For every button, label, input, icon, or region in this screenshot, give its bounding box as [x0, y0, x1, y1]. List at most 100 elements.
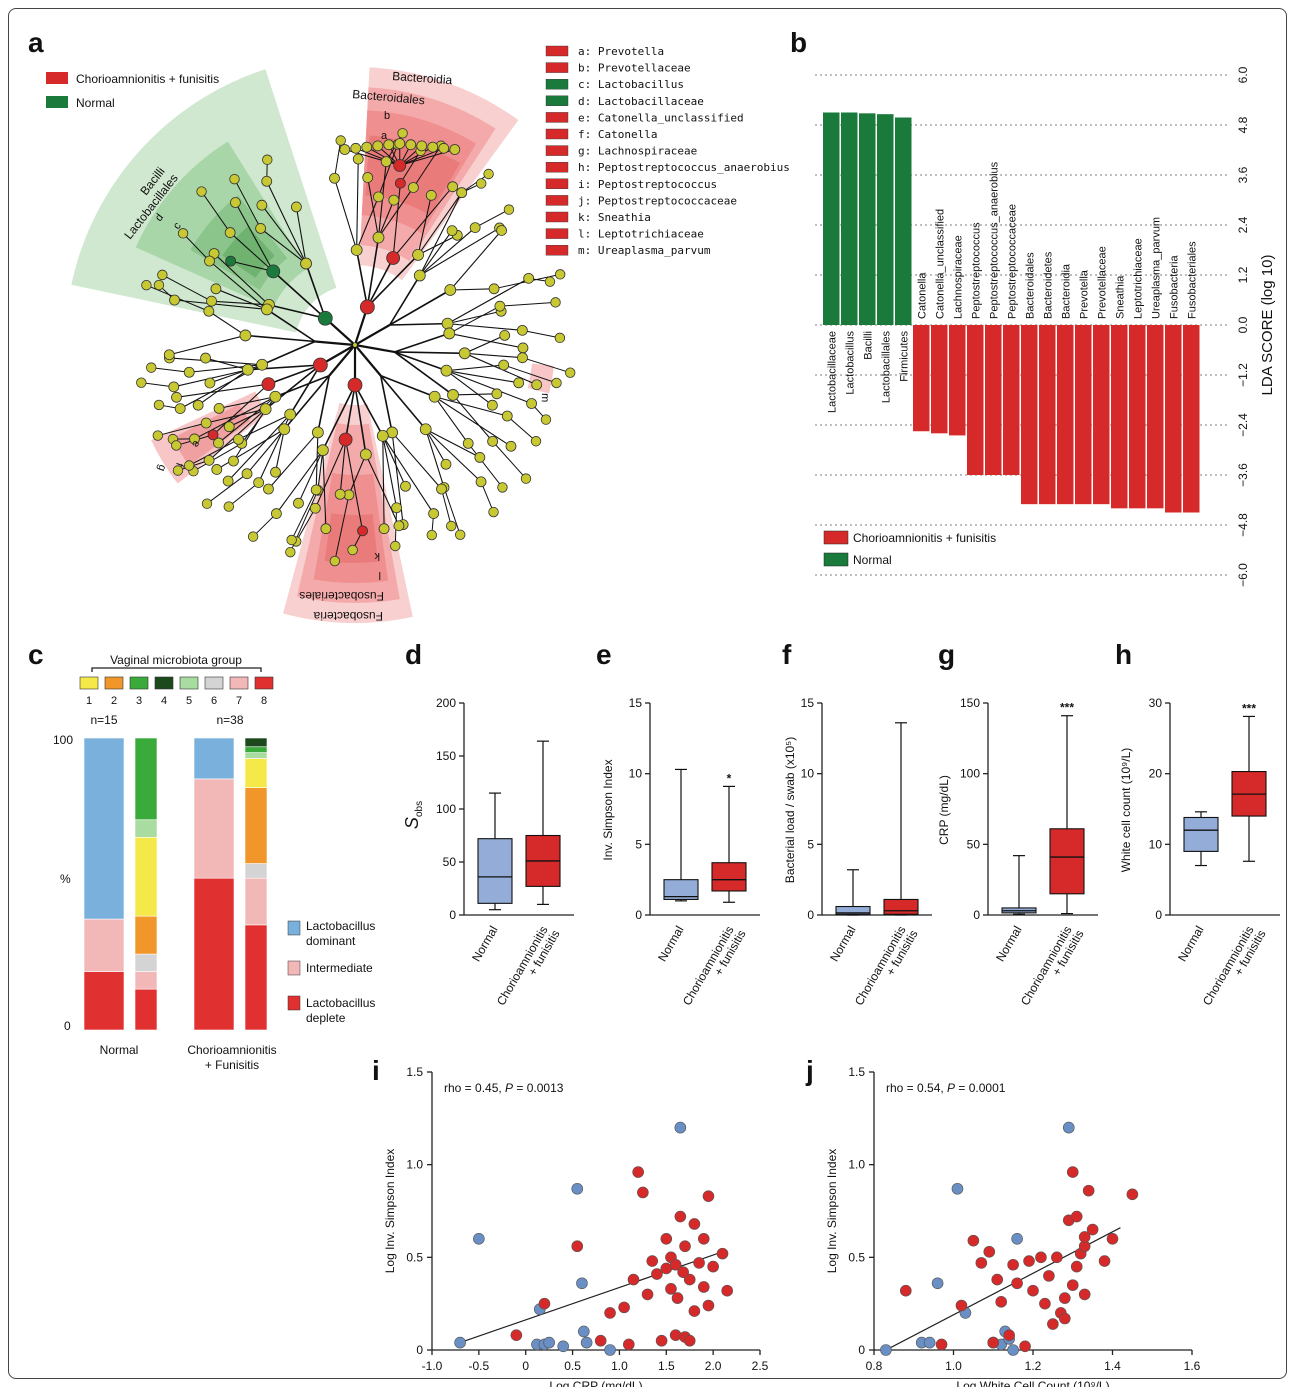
key-label: b: Prevotellaceae — [578, 62, 691, 75]
highlight-node — [267, 265, 280, 278]
stat-annotation: rho = 0.45, P = 0.0013 — [444, 1081, 564, 1095]
x-tick-label: -1.0 — [422, 1359, 443, 1373]
stacked-segment — [84, 738, 124, 919]
tree-leaf — [448, 182, 458, 192]
lda-category-label: Peptostreptococcus — [970, 222, 982, 319]
scatter-point — [1008, 1259, 1019, 1270]
tree-edge — [245, 335, 315, 341]
tree-leaf — [470, 223, 480, 233]
group-swatch — [105, 677, 123, 689]
scatter-point — [1067, 1280, 1078, 1291]
tree-node — [257, 359, 268, 370]
box — [1050, 829, 1084, 894]
tree-leaf — [228, 456, 238, 466]
scatter-point — [1012, 1233, 1023, 1244]
tree-leaf — [153, 431, 163, 441]
key-label: i: Peptostreptococcus — [578, 178, 717, 191]
tree-edge — [169, 335, 245, 354]
tree-node — [429, 391, 440, 402]
significance-marker: *** — [1060, 701, 1074, 715]
group-number: 5 — [186, 695, 192, 707]
key-label: d: Lactobacillaceae — [578, 95, 704, 108]
lda-ytick-label: −4.8 — [1236, 513, 1250, 537]
key-label: c: Lactobacillus — [578, 78, 684, 91]
tree-leaf — [373, 141, 383, 151]
scatter-point — [952, 1183, 963, 1194]
lda-bar — [985, 325, 1002, 475]
tree-leaf — [489, 284, 499, 294]
lda-bar — [1147, 325, 1164, 508]
lda-ytick-label: −2.4 — [1236, 413, 1250, 437]
lda-ytick-label: −3.6 — [1236, 463, 1250, 487]
tree-leaf — [417, 141, 427, 151]
tree-leaf — [498, 483, 508, 493]
scatter-point — [665, 1283, 676, 1294]
tree-leaf — [242, 469, 252, 479]
clade-letter-b: b — [384, 110, 390, 122]
key-label: h: Peptostreptococcus_anaerobius — [578, 161, 790, 174]
highlight-node — [394, 159, 406, 171]
scatter-point — [900, 1285, 911, 1296]
x-axis-label: Log White Cell Count (10⁹/L) — [956, 1379, 1109, 1387]
lda-ytick-labels: −6.0−4.8−3.6−2.4−1.20.01.22.43.64.86.0 — [1236, 66, 1250, 587]
scatter-point — [511, 1330, 522, 1341]
c-ytick-100: 100 — [53, 733, 73, 747]
group-number: 4 — [161, 695, 167, 707]
tree-leaf — [381, 157, 391, 167]
scatter-point — [544, 1337, 555, 1348]
x-tick-label: 1.0 — [945, 1359, 962, 1373]
sector-ureaplasma — [528, 364, 554, 394]
lda-bar — [877, 114, 894, 325]
x-tick-label: 1.2 — [1025, 1359, 1042, 1373]
group-bracket — [92, 668, 261, 672]
scatter-point — [708, 1261, 719, 1272]
lda-bar — [895, 118, 912, 326]
tree-node — [420, 424, 431, 435]
highlight-node — [262, 378, 275, 391]
lda-bar — [1165, 325, 1182, 513]
lda-chart: Lactobacillaceae Lactobacillus Bacilli Lact… — [815, 66, 1276, 587]
lda-category-label: Bacteroidales — [1024, 252, 1036, 319]
scatter-point — [880, 1345, 891, 1356]
tree-edge — [448, 278, 529, 323]
tree-leaf — [379, 524, 389, 534]
tree-edge — [522, 330, 560, 337]
lda-legend-swatch-chorio — [824, 531, 848, 544]
tree-leaf — [495, 301, 505, 311]
lda-category-label: Catonella_unclassified — [934, 209, 946, 319]
tree-leaf — [172, 392, 182, 402]
tree-leaf — [545, 277, 555, 287]
lda-ytick-label: −6.0 — [1236, 563, 1250, 587]
scatter-point — [936, 1339, 947, 1350]
clade-label-fusobacteriales: Fusobacteriales — [299, 589, 384, 603]
group-swatches: 12345678 — [80, 677, 273, 707]
tree-leaf — [446, 521, 456, 531]
tree-root — [353, 343, 357, 347]
group-segment — [135, 954, 157, 972]
lda-category-label: Bacilli — [862, 331, 874, 360]
scatter-point — [1067, 1167, 1078, 1178]
lda-bar — [913, 325, 930, 431]
tree-leaf — [406, 140, 416, 150]
scatter-point — [1059, 1293, 1070, 1304]
tree-node — [441, 365, 452, 376]
scatter-point — [680, 1241, 691, 1252]
tree-leaf — [373, 192, 383, 202]
tree-leaf — [193, 400, 203, 410]
lda-ytick-label: 1.2 — [1236, 266, 1250, 283]
scatter-point — [1039, 1298, 1050, 1309]
tree-leaf — [271, 467, 281, 477]
highlight-node — [348, 378, 362, 392]
x-category-label: Normal — [469, 924, 500, 964]
x-tick-label: 2.0 — [705, 1359, 722, 1373]
tree-leaf — [527, 399, 537, 409]
group-swatch — [205, 677, 223, 689]
scatter-point — [576, 1278, 587, 1289]
boxplot-h: 0102030White cell count (10⁹/L)***Normal… — [1119, 696, 1280, 1008]
tree-leaf — [287, 535, 297, 545]
tree-leaf — [389, 195, 399, 205]
scatter-point — [605, 1345, 616, 1356]
group-segment — [135, 972, 157, 990]
scatter-point — [1024, 1256, 1035, 1267]
scatter-point — [672, 1293, 683, 1304]
